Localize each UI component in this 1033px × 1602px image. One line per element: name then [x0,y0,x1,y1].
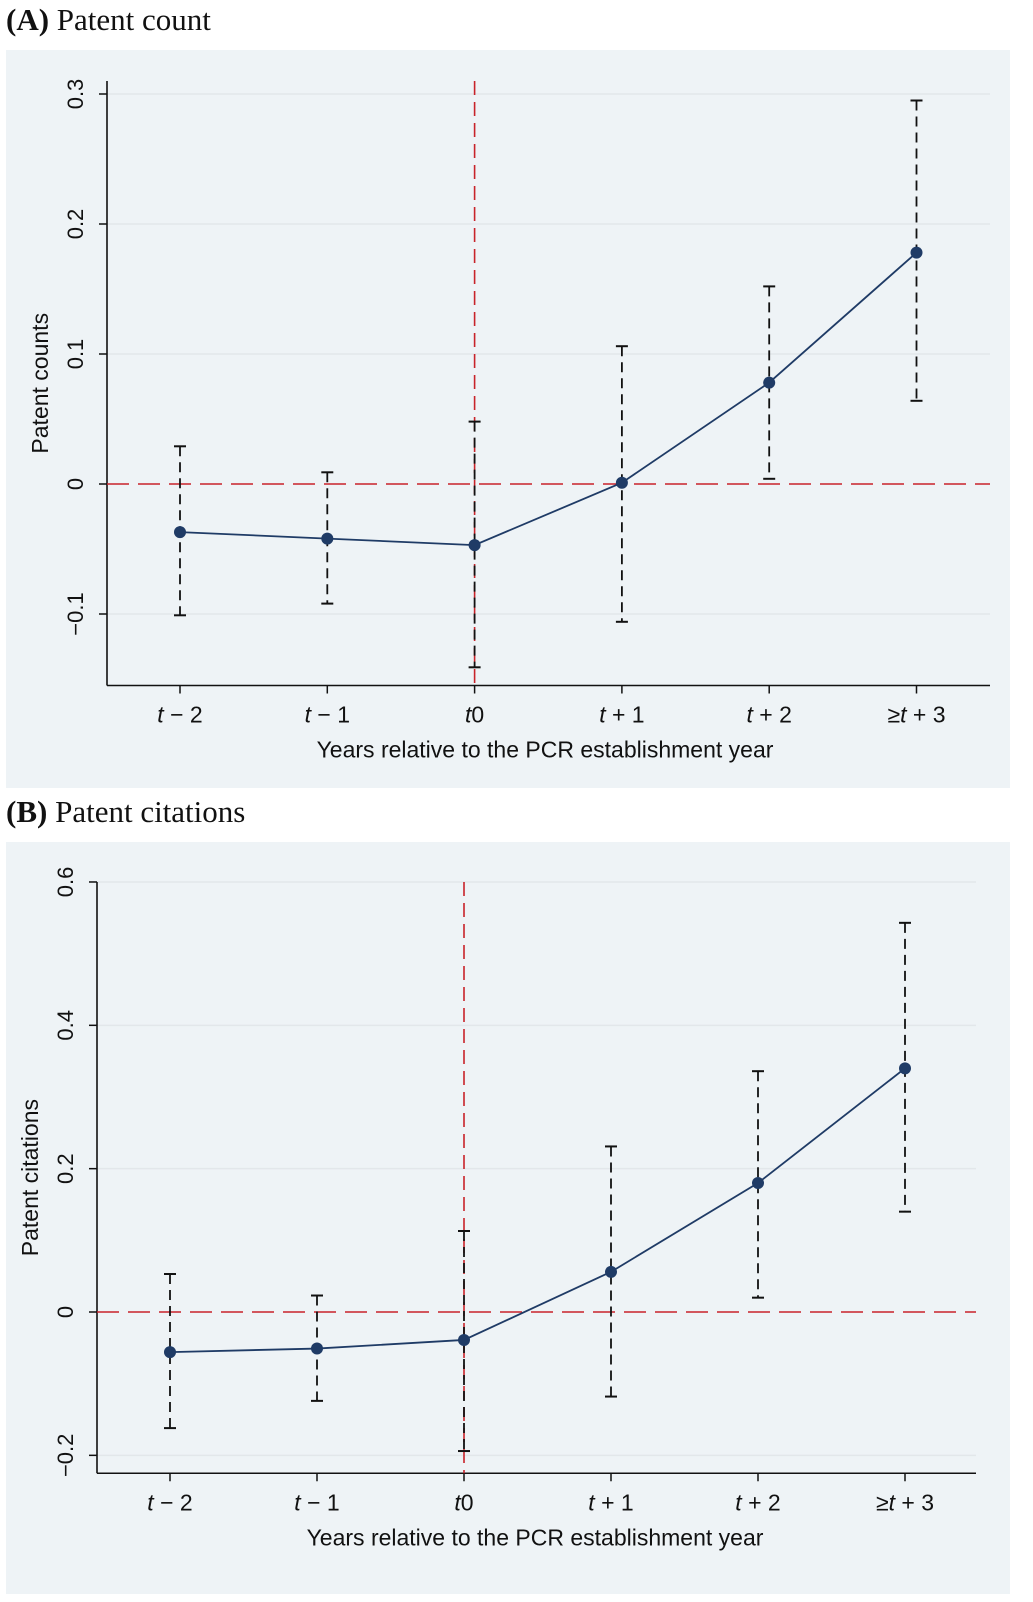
panel-a-estimate-point [910,246,923,259]
panel-b-estimate-line [169,1067,906,1354]
panel-b-y-tick-label: 0.2 [53,1153,78,1184]
panel-b-x-tick-label: t + 2 [735,1489,780,1515]
panel-a-x-axis-title: Years relative to the PCR establishment … [317,737,774,763]
panel-b-x-tick-label: t0 [454,1489,473,1515]
panel-b-estimate-point [899,1062,911,1075]
panel-a-estimate-point [321,532,334,545]
panel-b-x-tick-label-offset: + 3 [895,1489,934,1515]
panel-b-x-tick-label: t + 1 [588,1489,633,1515]
panel-a-y-axis-title: Patent counts [27,313,53,454]
panel-b-background [6,842,1010,1594]
panel-a-x-tick-label: t − 1 [305,702,350,728]
panel-a-estimate-line [179,251,918,547]
panel-a-estimate-point [763,376,776,389]
panel-b-x-tick-label: t − 2 [147,1489,192,1515]
panel-b-title: (B) Patent citations [6,794,245,830]
panel-a-x-tick-label: t + 1 [599,702,644,728]
panel-b-y-tick-label: 0 [53,1306,78,1318]
panel-b-estimate-point [458,1333,470,1346]
panel-a-y-tick-label: 0.3 [63,79,88,110]
panel-a-x-tick-label-variable: t [157,702,165,728]
panel-a-x-tick-label-offset: + 1 [606,702,645,728]
panel-a-letter: (A) [6,2,50,37]
panel-a-x-tick-label-offset: + 3 [907,702,946,728]
panel-a-title-text: Patent count [56,2,211,37]
panel-b-x-tick-label-prefix: ≥ [876,1489,889,1515]
panel-b-x-tick-label: ≥t + 3 [876,1489,934,1515]
panel-b-x-tick-label-variable: t [454,1489,462,1515]
panel-b-x-tick-label-variable: t [889,1489,897,1515]
panel-a-x-tick-label-offset: 0 [471,702,484,728]
panel-b-y-tick-label: 0.4 [53,1010,78,1041]
panel-a-y-tick-label: 0.2 [63,209,88,240]
panel-b-x-tick-label-variable: t [147,1489,155,1515]
panel-a-y-tick-label: −0.1 [63,592,88,635]
panel-a-x-tick-label: t + 2 [746,702,791,728]
panel-a-y-tick-label: 0 [63,478,88,490]
panel-a-x-tick-label-offset: − 2 [164,702,203,728]
panel-a-estimate-point [468,539,481,552]
panel-a-x-tick-label-variable: t [746,702,754,728]
panel-b-x-tick-label-offset: − 1 [301,1489,340,1515]
panel-a-x-tick-label-offset: + 2 [753,702,792,728]
panel-b-estimate-point [311,1342,323,1355]
panel-b-x-tick-label-offset: + 2 [742,1489,781,1515]
panel-a-title: (A) Patent count [6,2,211,38]
panel-b-x-tick-label-offset: + 1 [595,1489,634,1515]
panel-b-letter: (B) [6,794,48,829]
panel-b-x-tick-label: t − 1 [294,1489,339,1515]
panel-b-estimate-point [605,1265,617,1278]
panel-a-x-tick-label: t0 [465,702,484,728]
panel-b-title-text: Patent citations [55,794,246,829]
panel-b-estimate-point [164,1346,176,1359]
panel-b-y-tick-label: −0.2 [53,1434,78,1477]
panel-b-y-axis-title: Patent citations [17,1099,43,1256]
panel-a-x-tick-label-variable: t [900,702,908,728]
panel-a-x-tick-label-offset: − 1 [311,702,350,728]
panel-b-x-tick-label-variable: t [294,1489,302,1515]
panel-a-x-tick-label-variable: t [465,702,473,728]
panel-b-x-tick-label-variable: t [735,1489,743,1515]
panel-b-estimate-point [752,1176,764,1189]
panel-b-x-tick-label-variable: t [588,1489,596,1515]
panel-b-x-tick-label-offset: 0 [461,1489,474,1515]
panel-a-x-tick-label: ≥t + 3 [887,702,945,728]
panel-a-estimate-point [615,476,628,489]
panel-a-estimate-point [174,526,186,539]
panel-b-x-axis-title: Years relative to the PCR establishment … [307,1524,764,1550]
panel-a-x-tick-label-prefix: ≥ [887,702,900,728]
panel-a-x-tick-label-variable: t [305,702,313,728]
panel-a-y-tick-label: 0.1 [63,339,88,370]
panel-a-background [6,50,1010,788]
panel-b-x-tick-label-offset: − 2 [154,1489,193,1515]
panel-b-y-tick-label: 0.6 [53,867,78,898]
panel-a-x-tick-label-variable: t [599,702,607,728]
panel-a-x-tick-label: t − 2 [157,702,202,728]
